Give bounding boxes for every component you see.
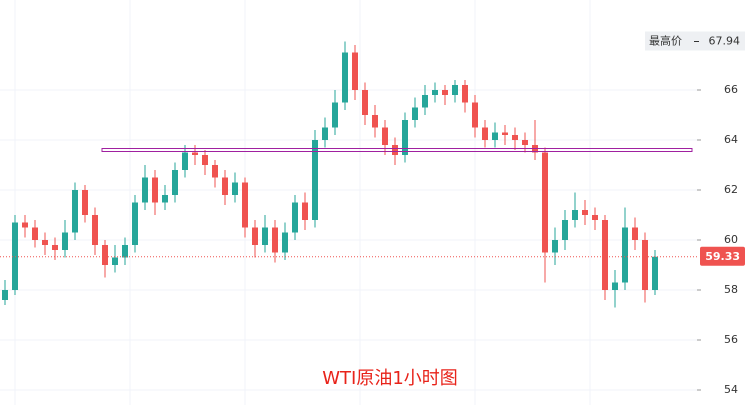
candle-body <box>522 140 528 145</box>
candle-body <box>152 177 158 203</box>
candle-body <box>402 120 408 155</box>
candle-body <box>212 165 218 178</box>
candle-body <box>352 52 358 90</box>
candle-body <box>102 245 108 265</box>
candle-body <box>82 190 88 215</box>
candle-body <box>622 227 628 283</box>
candle-body <box>572 210 578 220</box>
candle-body <box>512 135 518 140</box>
candle-body <box>502 132 508 135</box>
y-tick-label: 60 <box>724 233 738 246</box>
candle-body <box>342 52 348 103</box>
candle-body <box>302 202 308 220</box>
candle-body <box>372 115 378 128</box>
candle-body <box>392 145 398 155</box>
candle-body <box>282 232 288 253</box>
candle-body <box>592 215 598 220</box>
candle-body <box>112 257 118 265</box>
candle-body <box>132 202 138 245</box>
candle-body <box>2 290 8 300</box>
last-price-label: 59.33 <box>705 250 740 263</box>
candle-body <box>382 127 388 145</box>
candle-body <box>242 182 248 228</box>
candle-body <box>42 240 48 245</box>
candle-body <box>162 195 168 203</box>
candle-body <box>202 155 208 165</box>
candle-body <box>262 227 268 245</box>
y-tick-label: 62 <box>724 183 738 196</box>
candle-body <box>292 202 298 233</box>
candle-body <box>222 177 228 195</box>
candle-body <box>232 182 238 195</box>
candle-body <box>492 132 498 140</box>
candle-body <box>482 127 488 140</box>
candle-body <box>602 220 608 290</box>
candle-body <box>652 256 658 290</box>
candle-body <box>472 102 478 128</box>
candle-body <box>272 227 278 253</box>
y-tick-label: 64 <box>724 133 738 146</box>
candle-body <box>582 210 588 215</box>
candle-body <box>122 245 128 258</box>
candle-body <box>552 240 558 253</box>
candle-body <box>562 220 568 240</box>
chart-title: WTI原油1小时图 <box>322 368 458 389</box>
high-value: 67.94 <box>709 35 741 48</box>
candle-body <box>632 227 638 240</box>
candle-body <box>452 85 458 95</box>
candle-body <box>322 127 328 140</box>
candle-body <box>432 90 438 95</box>
candle-body <box>22 222 28 228</box>
y-tick-label: 56 <box>724 333 738 346</box>
candle-body <box>62 232 68 250</box>
candle-body <box>542 152 548 253</box>
candle-body <box>462 85 468 103</box>
candle-body <box>32 227 38 240</box>
candle-body <box>442 90 448 95</box>
candle-body <box>412 107 418 120</box>
candle-body <box>192 152 198 155</box>
candle-body <box>422 95 428 108</box>
high-label: 最高价 <box>649 34 682 48</box>
candle-body <box>72 190 78 233</box>
candle-body <box>52 245 58 250</box>
candle-body <box>362 90 368 115</box>
candle-body <box>142 177 148 203</box>
last-price-box <box>700 246 745 266</box>
candle-body <box>252 227 258 245</box>
candle-body <box>182 152 188 170</box>
candle-body <box>172 170 178 195</box>
y-tick-label: 54 <box>724 383 738 396</box>
y-tick-label: 58 <box>724 283 738 296</box>
candle-body <box>612 282 618 290</box>
candle-body <box>312 140 318 220</box>
y-tick-label: 66 <box>724 83 738 96</box>
candle-body <box>92 215 98 245</box>
candle-body <box>332 102 338 128</box>
reference-line <box>101 148 693 152</box>
candle-body <box>642 240 648 290</box>
